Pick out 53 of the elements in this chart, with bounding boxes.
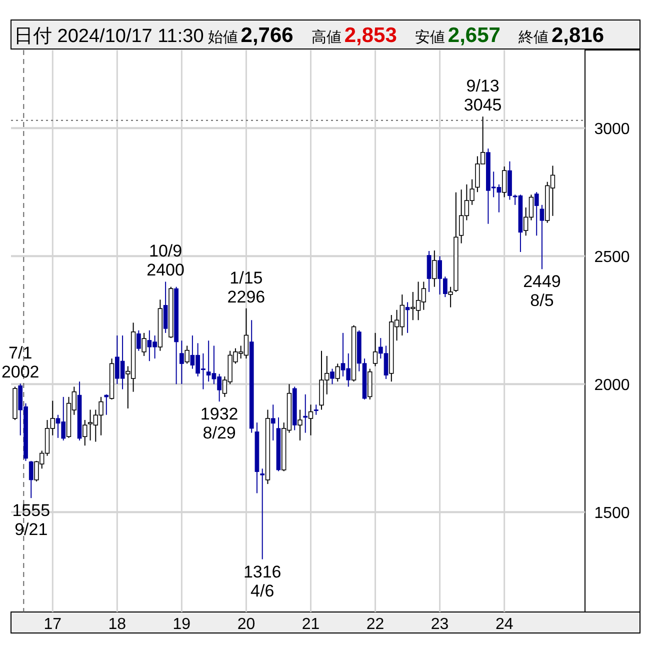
x-tick-label: 20: [237, 616, 256, 633]
candlestick: [330, 368, 334, 385]
text: 2,766: [240, 24, 294, 47]
candlestick: [540, 204, 544, 270]
y-tick-label: 1500: [594, 505, 630, 522]
annotation: 1932 8/29: [200, 404, 238, 443]
candlestick: [184, 345, 190, 364]
candlestick: [426, 250, 432, 292]
candlestick: [180, 340, 184, 385]
candlestick: [270, 404, 276, 441]
candlestick: [534, 192, 539, 236]
chart-title: 日付 2024/10/17 11:30: [14, 26, 204, 47]
x-tick-label: 23: [430, 616, 449, 633]
candlestick: [303, 394, 308, 434]
x-tick-label: 19: [172, 616, 191, 633]
y-tick-label: 2500: [594, 249, 630, 266]
candlestick: [335, 363, 340, 382]
x-tick-label: 22: [366, 616, 384, 633]
candlestick: [448, 286, 453, 308]
candlestick: [314, 404, 318, 416]
annotation: 1316 4/6: [243, 562, 282, 600]
candlestick: [142, 332, 146, 356]
text: 2,816: [551, 24, 604, 47]
text: 高値: [311, 29, 342, 46]
candlestick: [372, 332, 378, 367]
annotation: 10/9 2400: [146, 242, 184, 280]
annotation: 1/15 2296: [227, 268, 266, 306]
candlestick: [28, 460, 34, 499]
candlestick: [502, 166, 507, 198]
candlestick: [432, 250, 437, 288]
x-tick-label: 21: [302, 616, 320, 633]
annotation: 9/13 3045: [464, 76, 502, 115]
candlestick: [308, 404, 314, 436]
text: 安値: [414, 29, 445, 46]
x-tick-label: 24: [495, 616, 514, 633]
y-tick-label: 3000: [594, 121, 630, 138]
candlestick: [104, 394, 109, 416]
candlestick: [260, 468, 265, 560]
text: 2,853: [344, 24, 397, 47]
annotation: 7/1 2002: [1, 344, 40, 382]
candlestick: [298, 409, 302, 441]
candlestick: [163, 281, 168, 334]
text: 終値: [517, 29, 548, 46]
text: 2,657: [448, 24, 500, 47]
annotation: 1555 9/21: [12, 501, 50, 540]
candlestick: [82, 419, 88, 446]
candlestick: [405, 302, 410, 334]
y-tick-label: 2000: [594, 377, 630, 394]
candlestick: [136, 330, 141, 352]
x-tick-label: 17: [44, 616, 62, 633]
annotation: 2449 8/5: [523, 272, 561, 310]
text: 始値: [208, 29, 238, 46]
x-tick-label: 18: [108, 616, 126, 633]
